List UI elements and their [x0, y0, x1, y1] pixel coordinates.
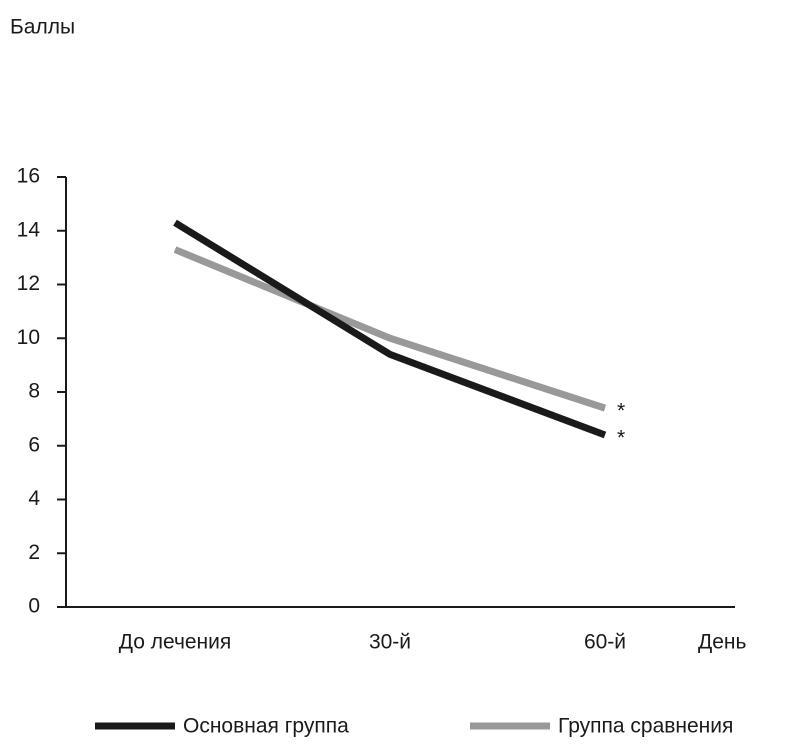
- series-line: [173, 246, 607, 412]
- x-tick-label: 60-й: [584, 631, 626, 654]
- legend-label: Основная группа: [183, 715, 349, 738]
- end-annotation: *: [617, 427, 625, 450]
- legend-label: Группа сравнения: [558, 715, 733, 738]
- y-axis-label: Баллы: [10, 16, 75, 39]
- x-tick-label: До лечения: [119, 631, 232, 654]
- y-tick-label: 10: [17, 326, 40, 349]
- series-line: [173, 219, 607, 439]
- x-axis-label: День: [698, 631, 746, 654]
- y-tick-label: 4: [28, 487, 40, 510]
- end-annotation: *: [617, 400, 625, 423]
- y-tick-label: 0: [28, 595, 40, 618]
- y-tick-label: 12: [17, 272, 40, 295]
- y-tick-label: 16: [17, 165, 40, 188]
- y-tick-label: 14: [17, 218, 41, 241]
- y-tick-label: 2: [28, 541, 40, 564]
- y-tick-label: 6: [28, 433, 40, 456]
- x-tick-label: 30-й: [369, 631, 411, 654]
- y-tick-label: 8: [28, 380, 40, 403]
